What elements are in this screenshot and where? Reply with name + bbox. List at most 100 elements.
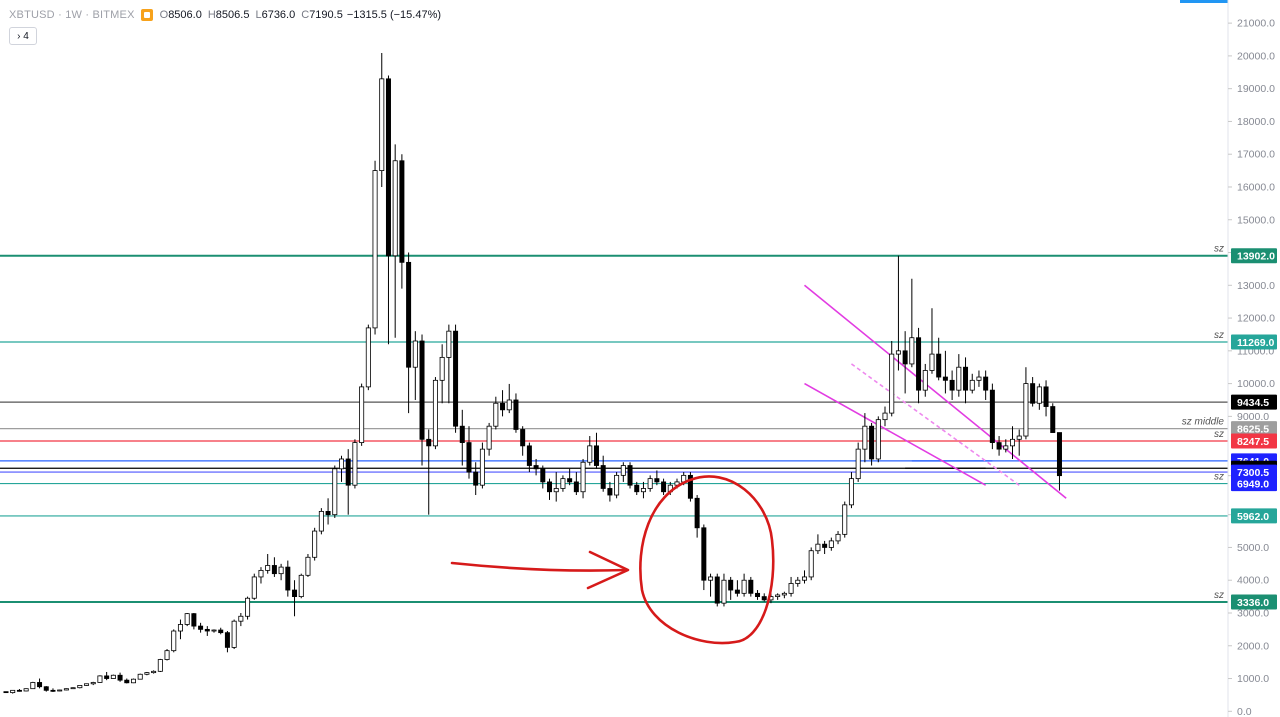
- candle-body: [560, 478, 566, 489]
- candle-body: [426, 438, 432, 447]
- candle-body: [238, 615, 244, 622]
- y-tick-label: 5000.0: [1237, 542, 1269, 554]
- candle-body: [446, 330, 452, 358]
- candle-body: [822, 543, 828, 548]
- candle-body: [1050, 406, 1056, 433]
- candle-body: [359, 386, 365, 443]
- level-tag: [1231, 334, 1277, 350]
- candle-body: [278, 566, 284, 575]
- candle-body: [144, 672, 150, 675]
- candle-body: [862, 425, 868, 450]
- candle-body: [627, 465, 633, 486]
- candle-body: [748, 579, 754, 594]
- level-note: sz: [1214, 472, 1224, 483]
- candle-body: [406, 261, 412, 368]
- y-tick-label: 2000.0: [1237, 640, 1269, 652]
- candle-body: [63, 688, 69, 691]
- candle-body: [916, 337, 922, 391]
- annotation-arrow-shaft: [450, 561, 627, 572]
- candle-body: [372, 170, 378, 329]
- candle-body: [385, 78, 391, 257]
- candle-body: [379, 78, 385, 171]
- level-tag: [1231, 421, 1277, 437]
- candle-body: [57, 689, 63, 692]
- candle-body: [325, 511, 331, 516]
- candle-body: [37, 682, 43, 688]
- candle-body: [969, 379, 975, 391]
- candle-body: [835, 533, 841, 542]
- candle-body: [432, 379, 438, 447]
- level-tag-label: 11269.0: [1237, 337, 1275, 349]
- y-tick-label: 3000.0: [1237, 607, 1269, 619]
- change-value: −1315.5 (−15.47%): [346, 9, 442, 21]
- candle-body: [110, 674, 116, 679]
- level-note: sz: [1214, 590, 1224, 601]
- candle-body: [171, 630, 177, 652]
- candle-body: [600, 465, 606, 489]
- annotations: [450, 475, 775, 645]
- candle-body: [842, 504, 848, 535]
- level-tag-label: 8247.5: [1237, 436, 1269, 448]
- candle-body: [90, 682, 96, 685]
- level-tag: [1231, 433, 1277, 449]
- y-tick-label: 13000.0: [1237, 280, 1275, 292]
- candle-body: [875, 419, 881, 460]
- candle-body: [694, 497, 700, 529]
- candle-body: [882, 412, 888, 421]
- candle-body: [412, 340, 418, 368]
- y-tick-label: 1000.0: [1237, 673, 1269, 685]
- candle-body: [976, 376, 982, 381]
- candle-body: [848, 478, 854, 506]
- candle-body: [855, 448, 861, 480]
- candle-body: [869, 425, 875, 460]
- candle-body: [245, 597, 251, 617]
- candle-body: [399, 160, 405, 263]
- candle-body: [157, 659, 163, 672]
- level-note: sz middle: [1182, 417, 1225, 428]
- candle-body: [453, 330, 459, 427]
- candle-body: [936, 353, 942, 378]
- candle-body: [547, 481, 553, 493]
- candle-body: [721, 579, 727, 604]
- candle-body: [191, 613, 197, 627]
- candle-body: [567, 478, 573, 483]
- open-value: 8506.0: [168, 9, 202, 21]
- top-accent-bar: [1180, 0, 1228, 3]
- candle-body: [801, 576, 807, 581]
- candle-body: [211, 629, 217, 632]
- y-tick-label: 10000.0: [1237, 378, 1275, 390]
- candle-body: [1016, 435, 1022, 440]
- candle-body: [493, 402, 499, 427]
- candle-body: [634, 484, 640, 493]
- level-tag-label: 3336.0: [1237, 597, 1269, 609]
- candle-body: [1003, 445, 1009, 450]
- candle-body: [43, 686, 49, 691]
- candle-body: [620, 465, 626, 476]
- candle-body: [184, 613, 190, 625]
- candle-body: [84, 683, 90, 686]
- level-tag-label: 13902.0: [1237, 251, 1275, 263]
- indicators-toggle-button[interactable]: › 4: [9, 27, 37, 45]
- high-value: 8506.5: [215, 9, 250, 21]
- y-tick-label: 17000.0: [1237, 149, 1275, 161]
- y-tick-label: 0.0: [1237, 706, 1252, 717]
- candle-body: [77, 685, 83, 689]
- candle-body: [922, 370, 928, 391]
- candle-body: [231, 620, 237, 648]
- candle-body: [10, 689, 16, 694]
- level-note: sz: [1214, 244, 1224, 255]
- level-tag: [1231, 476, 1277, 492]
- symbol-title[interactable]: XBTUSD · 1W · BITMEX: [9, 9, 135, 21]
- y-tick-label: 19000.0: [1237, 83, 1275, 95]
- candle-body: [130, 678, 136, 684]
- candle-body: [734, 589, 740, 594]
- candle-body: [520, 429, 526, 447]
- candle-body: [177, 624, 183, 632]
- candle-body: [701, 527, 707, 581]
- candle-body: [942, 376, 948, 381]
- candle-body: [117, 674, 123, 681]
- candle-body: [714, 576, 720, 604]
- candle-body: [654, 478, 660, 483]
